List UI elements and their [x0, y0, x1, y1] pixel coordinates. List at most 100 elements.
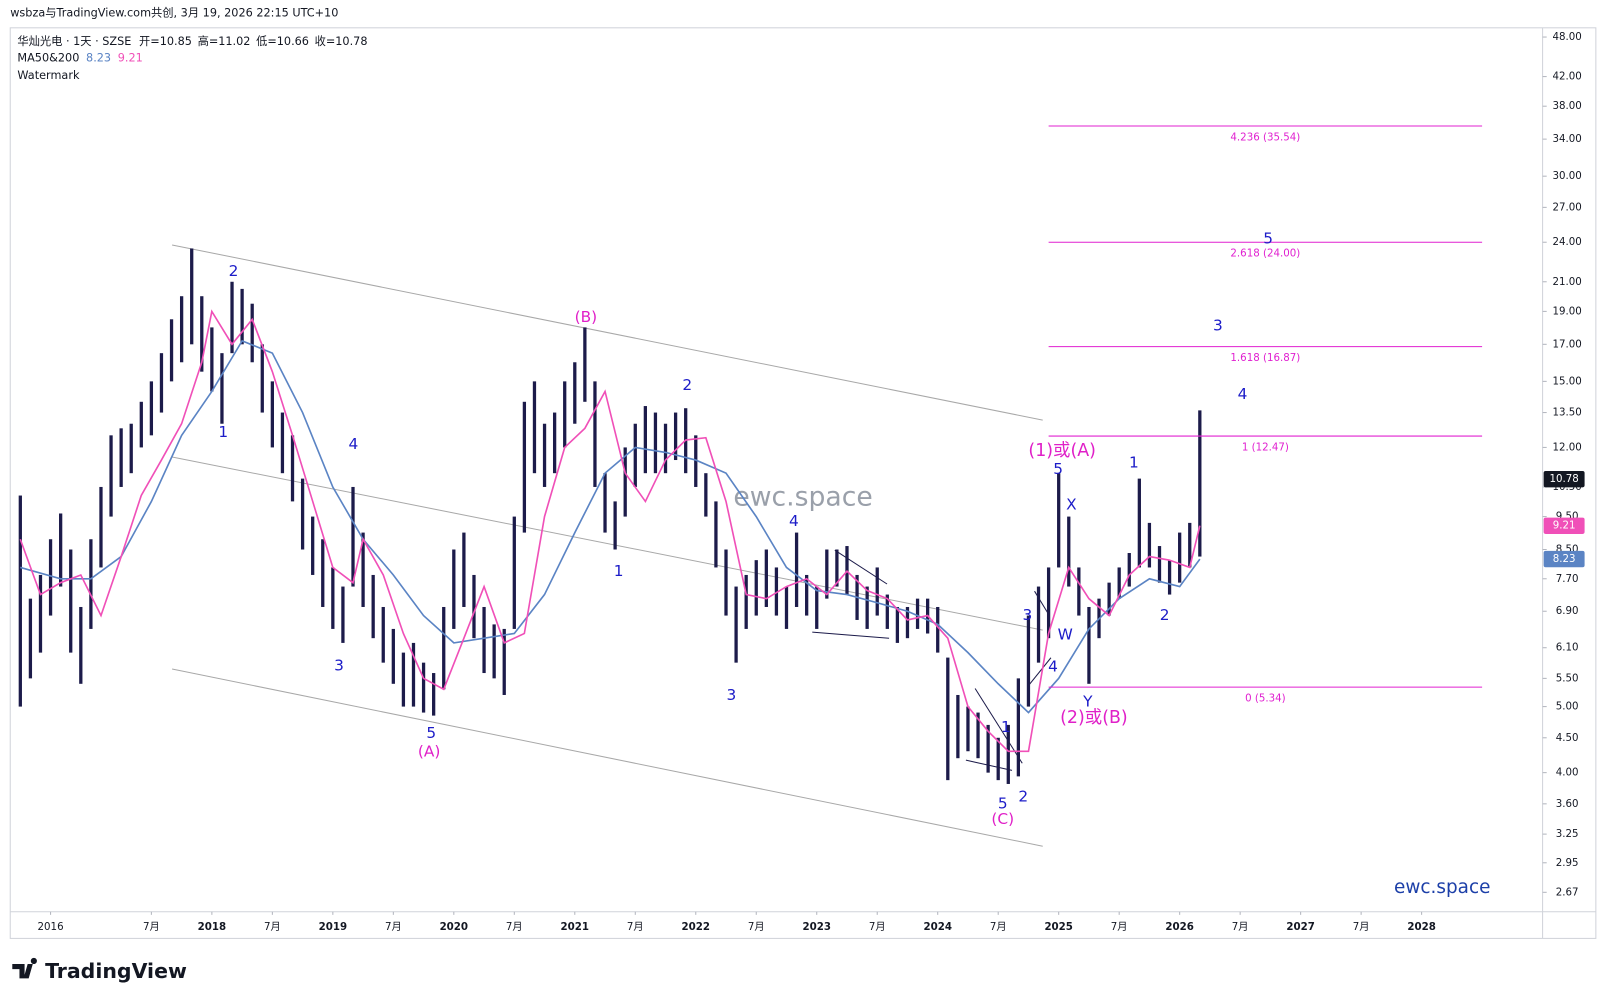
- candle: [835, 549, 839, 587]
- candle: [623, 447, 627, 517]
- candle: [432, 673, 436, 716]
- candle: [1157, 546, 1162, 583]
- candle: [79, 606, 83, 684]
- ma-value: 8.23: [86, 52, 111, 65]
- candle: [321, 539, 325, 607]
- logo-icon: [12, 957, 37, 979]
- candle: [653, 412, 658, 474]
- indicator-name: MA50&200: [17, 52, 79, 65]
- x-tick-label: 2025: [1044, 921, 1072, 933]
- candle: [1117, 567, 1121, 599]
- candle: [371, 574, 375, 639]
- candle: [593, 381, 597, 487]
- candle: [794, 532, 799, 607]
- wave-label: 4: [1048, 657, 1058, 675]
- y-tick-label: 5.00: [1556, 701, 1579, 713]
- y-tick-label: 12.00: [1553, 441, 1582, 453]
- y-tick-label: 19.00: [1553, 305, 1582, 317]
- channel-line: [171, 244, 1043, 421]
- plot: 4.236 (35.54) 2.618 (24.00) 1.618 (16.87) 1…: [18, 125, 1483, 784]
- wave-label: X: [1066, 496, 1077, 514]
- candle: [89, 539, 93, 629]
- candle: [190, 248, 194, 345]
- header: wsbza与TradingView.com共创, 3月 19, 2026 22:…: [10, 6, 338, 19]
- trendline: [1034, 590, 1050, 615]
- wave-label: Y: [1082, 692, 1093, 710]
- candle: [905, 606, 910, 639]
- candle: [714, 501, 718, 568]
- candle: [492, 624, 496, 679]
- candle: [472, 574, 476, 639]
- y-tick-label: 13.50: [1553, 407, 1582, 419]
- signature: ewc.space: [1394, 877, 1490, 898]
- x-tick-label: 2018: [198, 921, 226, 933]
- symbol: 华灿光电 · 1天 · SZSE: [17, 34, 131, 48]
- x-tick-label: 2024: [923, 921, 951, 933]
- candle: [1167, 560, 1172, 595]
- candle: [764, 549, 768, 607]
- quote: 收=10.78: [315, 34, 368, 48]
- candle: [865, 586, 869, 629]
- price-tag: [1543, 470, 1585, 488]
- candle: [462, 532, 466, 607]
- candle: [512, 516, 516, 629]
- wave-label: 2: [1018, 788, 1028, 806]
- candle: [563, 381, 567, 448]
- candle: [744, 574, 748, 629]
- trendline: [1029, 657, 1052, 685]
- candle: [754, 560, 758, 616]
- wave-label: 2: [229, 262, 239, 280]
- candle: [825, 549, 829, 599]
- wave-label: (A): [418, 742, 441, 760]
- y-tick-label: 7.70: [1556, 573, 1579, 585]
- candle: [482, 606, 486, 674]
- candle: [774, 567, 779, 616]
- candle: [290, 435, 295, 502]
- candle: [976, 712, 980, 759]
- candle: [1046, 567, 1051, 639]
- candle: [38, 574, 43, 653]
- wave-labels: 2 1 3 4 5 (A) (B) 1 2 3 4 5 (C) 1 2 3 4 …: [218, 229, 1273, 828]
- candle: [59, 513, 63, 587]
- candle: [1188, 522, 1192, 568]
- candle: [784, 586, 789, 629]
- candle: [583, 327, 587, 402]
- candle: [270, 381, 274, 448]
- channel-line: [171, 668, 1043, 847]
- moving-average: [19, 309, 1201, 753]
- candle: [1178, 532, 1182, 583]
- candle: [311, 516, 315, 575]
- candle: [139, 401, 143, 448]
- x-tick-label: 7月: [264, 921, 281, 933]
- wave-label: (1)或(A): [1028, 441, 1096, 461]
- y-tick-label: 38.00: [1553, 100, 1582, 112]
- y-tick-label: 2.67: [1556, 886, 1579, 898]
- candle: [109, 435, 113, 517]
- candle: [1016, 678, 1021, 777]
- y-tick-label: 48.00: [1553, 31, 1582, 43]
- candle: [805, 574, 809, 616]
- wave-label: 2: [682, 376, 692, 394]
- frame: [9, 27, 1597, 939]
- wave-label: 5: [1053, 460, 1063, 478]
- candle: [361, 532, 365, 607]
- candle: [240, 288, 244, 345]
- moving-average: [20, 339, 1201, 714]
- quote: 开=10.85: [139, 35, 192, 48]
- channel-line: [171, 456, 1043, 631]
- y-tick-label: 4.00: [1556, 767, 1579, 779]
- candle: [99, 486, 103, 568]
- price-tag-label: 9.21: [1553, 520, 1576, 532]
- x-tick-label: 2021: [561, 921, 589, 933]
- wave-label: (2)或(B): [1060, 708, 1128, 728]
- candle: [260, 344, 264, 413]
- x-tick-label: 7月: [748, 921, 765, 933]
- y-tick-label: 30.00: [1553, 170, 1582, 182]
- y-tick-label: 27.00: [1553, 201, 1582, 213]
- candle: [936, 606, 940, 653]
- price-tag: [1543, 517, 1585, 534]
- candle: [421, 662, 426, 713]
- candle: [633, 423, 637, 487]
- candle: [996, 737, 1000, 781]
- legend-title: 华灿光电 · 1天 · SZSE 开=10.85 高=11.02 低=10.66…: [17, 34, 367, 48]
